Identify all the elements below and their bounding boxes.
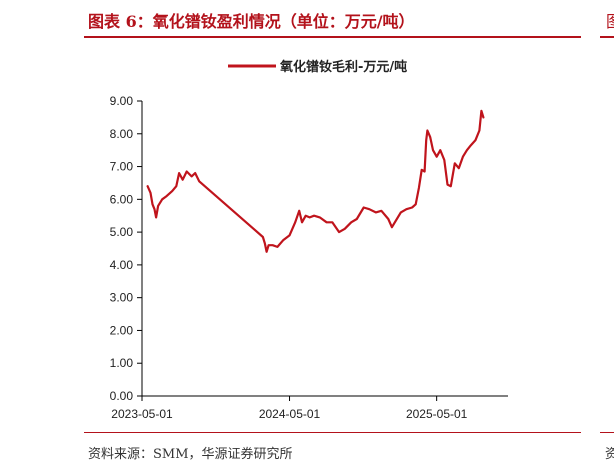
y-tick-label: 3.00: [110, 291, 134, 305]
adjacent-figure-rule: [600, 36, 614, 38]
y-tick-label: 7.00: [110, 160, 134, 174]
y-tick-label: 9.00: [110, 94, 134, 108]
y-tick-label: 4.00: [110, 258, 134, 272]
series-line: [146, 109, 485, 253]
x-tick-label: 2023-05-01: [111, 407, 173, 421]
y-tick-label: 2.00: [110, 323, 134, 337]
source-rule: [84, 432, 581, 433]
source-note: 资料来源：SMM，华源证券研究所: [88, 447, 293, 462]
y-tick-label: 1.00: [110, 356, 134, 370]
x-tick-label: 2024-05-01: [259, 407, 321, 421]
x-tick-label: 2025-05-01: [406, 407, 468, 421]
adjacent-figure-title-fragment: 图: [606, 8, 614, 32]
legend-label: 氧化镨钕毛利-万元/吨: [279, 59, 407, 75]
series-group: [146, 109, 485, 253]
y-tick-label: 6.00: [110, 192, 134, 206]
title-rule: [84, 36, 581, 38]
y-tick-label: 5.00: [110, 225, 134, 239]
chart-legend: 氧化镨钕毛利-万元/吨: [228, 59, 407, 75]
adjacent-source-fragment: 资: [605, 447, 614, 462]
y-tick-label: 0.00: [110, 389, 134, 403]
adjacent-source-rule: [600, 432, 614, 433]
figure-title: 图表 6：氧化镨钕盈利情况（单位：万元/吨）: [88, 12, 415, 31]
x-axis: 2023-05-01 2024-05-01 2025-05-01: [111, 395, 508, 421]
y-tick-label: 8.00: [110, 127, 134, 141]
y-axis: 0.00 1.00 2.00 3.00 4.00 5.00 6.00 7.00 8.00 9.00: [110, 94, 143, 403]
